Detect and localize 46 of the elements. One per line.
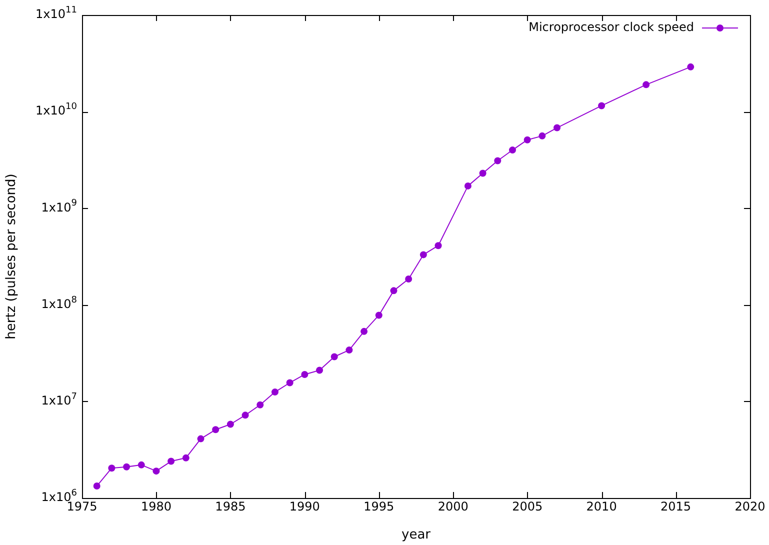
point bbox=[508, 146, 516, 154]
x-tick-label: 1980 bbox=[140, 499, 172, 514]
point bbox=[330, 353, 338, 360]
point bbox=[138, 461, 145, 468]
point bbox=[197, 435, 204, 442]
y-axis-title: hertz (pulses per second) bbox=[4, 174, 20, 340]
x-tick-label: 1990 bbox=[289, 499, 320, 514]
point bbox=[242, 412, 249, 419]
x-tick-label: 2010 bbox=[586, 499, 617, 514]
point bbox=[108, 464, 116, 472]
x-axis-title: year bbox=[401, 528, 432, 543]
point bbox=[316, 366, 324, 374]
point bbox=[420, 251, 427, 258]
x-tick-label: 2020 bbox=[734, 499, 766, 514]
point bbox=[434, 242, 442, 250]
x-tick-label: 2005 bbox=[512, 499, 543, 514]
point bbox=[687, 63, 694, 70]
point bbox=[479, 170, 486, 177]
point bbox=[642, 81, 650, 88]
point bbox=[212, 426, 220, 434]
x-tick-label: 2015 bbox=[660, 499, 692, 514]
x-tick-label: 1985 bbox=[215, 499, 246, 514]
point bbox=[182, 454, 190, 462]
point bbox=[554, 124, 561, 132]
point bbox=[226, 420, 234, 428]
point bbox=[152, 468, 160, 475]
point bbox=[494, 157, 502, 164]
point bbox=[168, 458, 175, 465]
point bbox=[360, 328, 368, 335]
point bbox=[123, 463, 130, 470]
point bbox=[271, 388, 278, 396]
x-tick-label: 1995 bbox=[364, 499, 394, 514]
point bbox=[301, 370, 308, 378]
point bbox=[405, 275, 412, 282]
point bbox=[93, 482, 100, 490]
point bbox=[346, 346, 353, 354]
point bbox=[390, 287, 398, 294]
point bbox=[256, 401, 264, 408]
point bbox=[598, 102, 606, 110]
legend-label: Microprocessor clock speed bbox=[528, 20, 694, 34]
point bbox=[538, 132, 546, 140]
point bbox=[375, 312, 382, 319]
point bbox=[464, 182, 472, 190]
point bbox=[524, 136, 531, 144]
point bbox=[286, 379, 294, 386]
x-tick-label: 2000 bbox=[438, 499, 468, 514]
